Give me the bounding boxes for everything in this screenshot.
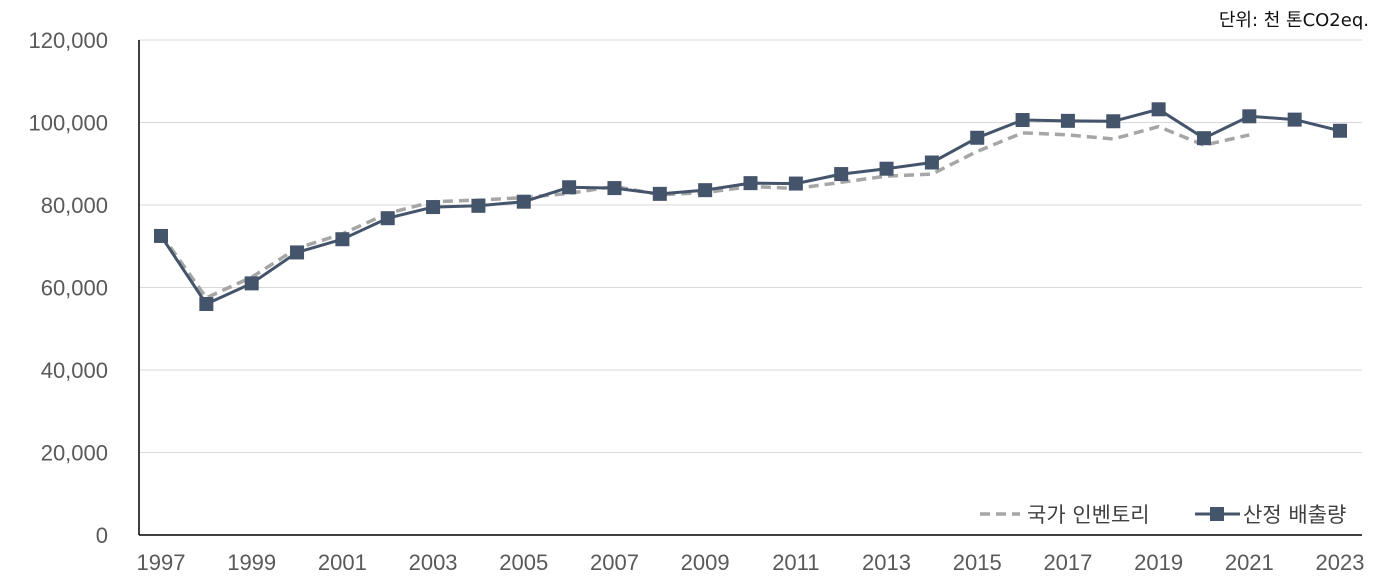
data-point-marker — [199, 297, 214, 311]
x-tick-label: 2015 — [953, 550, 1002, 575]
data-point-marker — [743, 176, 758, 191]
data-point-marker — [1151, 102, 1166, 117]
legend-label-inventory: 국가 인벤토리 — [1027, 503, 1150, 527]
y-tick-label: 100,000 — [28, 111, 108, 136]
x-tick-label: 2001 — [318, 550, 367, 575]
data-point-marker — [970, 130, 985, 145]
data-point-marker — [244, 276, 259, 291]
data-point-marker — [154, 228, 168, 243]
x-tick-label: 2009 — [681, 550, 730, 575]
x-tick-label: 2003 — [409, 550, 458, 575]
x-tick-label: 2013 — [862, 550, 911, 575]
data-point-marker — [1106, 114, 1121, 129]
data-point-marker — [1060, 113, 1075, 128]
x-tick-label: 2017 — [1043, 550, 1092, 575]
x-tick-label: 2007 — [590, 550, 639, 575]
x-tick-label: 2023 — [1316, 550, 1365, 575]
x-axis-ticks: 1997 1999 2001 2003 2005 2007 2009 2011 2013 2015… — [137, 550, 1365, 575]
series-line-calculated — [159, 107, 1341, 306]
data-point-marker — [290, 245, 305, 260]
y-tick-label: 60,000 — [41, 276, 108, 301]
x-tick-label: 2011 — [772, 550, 819, 575]
data-point-marker — [652, 186, 667, 201]
x-tick-label: 2019 — [1134, 550, 1183, 575]
y-tick-label: 0 — [96, 523, 108, 548]
x-tick-label: 1997 — [137, 550, 186, 575]
data-point-marker — [380, 211, 395, 226]
series-line-inventory — [159, 124, 1250, 300]
data-point-marker — [924, 155, 939, 170]
x-tick-label: 2005 — [499, 550, 548, 575]
data-point-marker — [607, 181, 622, 196]
data-point-marker — [834, 167, 849, 182]
y-tick-label: 40,000 — [41, 358, 108, 383]
x-tick-label: 1999 — [227, 550, 276, 575]
data-point-marker — [698, 183, 713, 198]
data-point-marker — [1287, 112, 1302, 127]
legend-marker-calculated — [1210, 507, 1224, 521]
y-tick-label: 20,000 — [41, 441, 108, 466]
legend-label-calculated: 산정 배출량 — [1243, 503, 1346, 527]
data-point-marker — [516, 194, 531, 209]
data-point-marker — [1242, 109, 1257, 124]
data-point-marker — [471, 198, 486, 213]
y-tick-label: 80,000 — [41, 193, 108, 218]
grid-lines — [139, 39, 1362, 453]
series — [154, 102, 1347, 311]
data-point-marker — [879, 161, 894, 176]
data-point-marker — [426, 200, 441, 215]
data-point-marker — [1196, 131, 1211, 146]
data-point-marker — [562, 180, 577, 195]
data-point-marker — [335, 232, 350, 247]
legend: 국가 인벤토리 산정 배출량 — [980, 503, 1346, 527]
data-point-marker — [1333, 123, 1347, 138]
data-point-marker — [788, 176, 803, 191]
y-tick-label: 120,000 — [28, 28, 108, 53]
y-axis-ticks: 0 20,000 40,000 60,000 80,000 100,000 120,000 — [28, 28, 108, 548]
x-tick-label: 2021 — [1225, 550, 1274, 575]
data-point-marker — [1015, 113, 1030, 128]
unit-label: 단위: 천 톤CO2eq. — [1218, 10, 1369, 31]
